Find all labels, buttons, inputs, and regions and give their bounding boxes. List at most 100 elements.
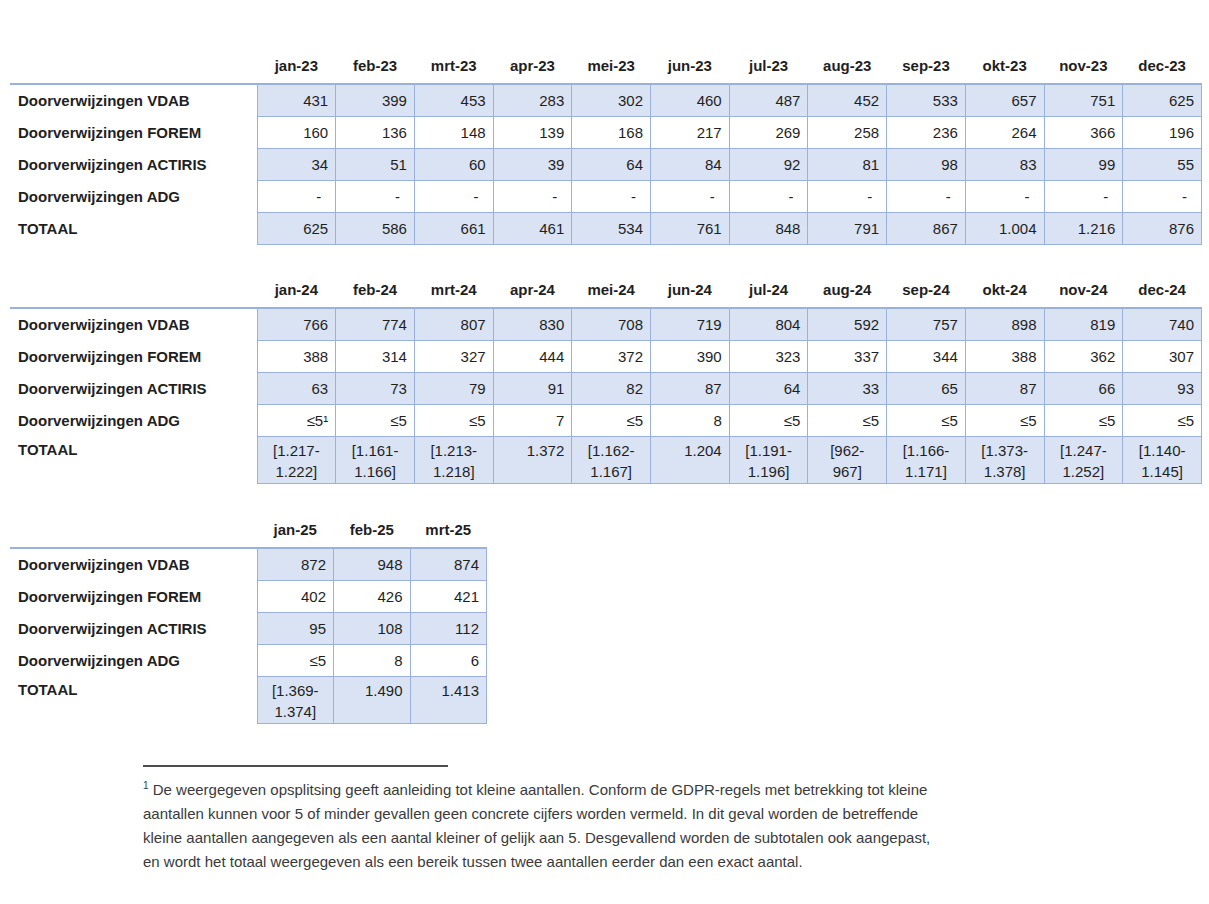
month-header: jun-23 xyxy=(651,48,730,84)
value-cell: 87 xyxy=(651,372,730,404)
month-header: jan-23 xyxy=(257,48,336,84)
value-cell: 81 xyxy=(808,148,887,180)
value-cell: 830 xyxy=(493,308,572,340)
value-cell: 7 xyxy=(493,404,572,436)
value-cell: 388 xyxy=(965,340,1044,372)
value-cell: 51 xyxy=(336,148,415,180)
value-cell: 63 xyxy=(257,372,336,404)
value-cell: 33 xyxy=(808,372,887,404)
month-header: sep-23 xyxy=(887,48,966,84)
value-cell: 92 xyxy=(729,148,808,180)
value-cell: 1.490 xyxy=(334,676,411,723)
value-cell: 87 xyxy=(965,372,1044,404)
value-cell: 112 xyxy=(410,612,487,644)
value-cell: 8 xyxy=(651,404,730,436)
value-cell: 73 xyxy=(336,372,415,404)
table-row: Doorverwijzingen VDAB7667748078307087198… xyxy=(10,308,1202,340)
value-cell: [1.162- 1.167] xyxy=(572,436,651,483)
value-cell: 719 xyxy=(651,308,730,340)
value-cell: 431 xyxy=(257,84,336,116)
value-cell: ≤5 xyxy=(1123,404,1202,436)
value-cell: 136 xyxy=(336,116,415,148)
value-cell: 399 xyxy=(336,84,415,116)
value-cell: 34 xyxy=(257,148,336,180)
table-row: Doorverwijzingen ACTIRIS6373799182876433… xyxy=(10,372,1202,404)
month-header: aug-24 xyxy=(808,272,887,308)
month-header-row: jan-23feb-23mrt-23apr-23mei-23jun-23jul-… xyxy=(10,48,1202,84)
table-row: TOTAAL[1.217- 1.222][1.161- 1.166][1.213… xyxy=(10,436,1202,483)
value-cell: ≤5 xyxy=(1044,404,1123,436)
value-cell: 1.372 xyxy=(493,436,572,483)
month-header-row: jan-25feb-25mrt-25 xyxy=(10,512,487,548)
value-cell: 757 xyxy=(887,308,966,340)
value-cell: 39 xyxy=(493,148,572,180)
value-cell: 460 xyxy=(651,84,730,116)
value-cell: ≤5 xyxy=(414,404,493,436)
month-header: mrt-23 xyxy=(414,48,493,84)
value-cell: 657 xyxy=(965,84,1044,116)
value-cell: ≤5 xyxy=(572,404,651,436)
value-cell: - xyxy=(1044,180,1123,212)
value-cell: 804 xyxy=(729,308,808,340)
value-cell: 766 xyxy=(257,308,336,340)
month-header: nov-24 xyxy=(1044,272,1123,308)
row-label: Doorverwijzingen FOREM xyxy=(10,580,257,612)
value-cell: [1.140- 1.145] xyxy=(1123,436,1202,483)
value-cell: - xyxy=(414,180,493,212)
value-cell: [1.217- 1.222] xyxy=(257,436,336,483)
month-header: apr-23 xyxy=(493,48,572,84)
value-cell: 79 xyxy=(414,372,493,404)
value-cell: 625 xyxy=(257,212,336,244)
value-cell: 60 xyxy=(414,148,493,180)
value-cell: 91 xyxy=(493,372,572,404)
month-header: jan-25 xyxy=(257,512,334,548)
value-cell: 534 xyxy=(572,212,651,244)
row-label-header-empty xyxy=(10,272,257,308)
table-row: Doorverwijzingen FOREM160136148139168217… xyxy=(10,116,1202,148)
row-label-header-empty xyxy=(10,48,257,84)
value-cell: 139 xyxy=(493,116,572,148)
value-cell: ≤5 xyxy=(965,404,1044,436)
value-cell: 95 xyxy=(257,612,334,644)
month-header: mrt-25 xyxy=(410,512,487,548)
table-row: Doorverwijzingen VDAB4313994532833024604… xyxy=(10,84,1202,116)
value-cell: 1.204 xyxy=(651,436,730,483)
value-cell: - xyxy=(336,180,415,212)
month-header: jul-24 xyxy=(729,272,808,308)
value-cell: 1.216 xyxy=(1044,212,1123,244)
value-cell: 283 xyxy=(493,84,572,116)
month-header: okt-24 xyxy=(965,272,1044,308)
month-header: jul-23 xyxy=(729,48,808,84)
month-header: mei-23 xyxy=(572,48,651,84)
value-cell: 302 xyxy=(572,84,651,116)
referrals-table-2025: jan-25feb-25mrt-25Doorverwijzingen VDAB8… xyxy=(10,512,487,724)
footnote-text: De weergegeven opsplitsing geeft aanleid… xyxy=(143,781,930,870)
value-cell: 876 xyxy=(1123,212,1202,244)
value-cell: 366 xyxy=(1044,116,1123,148)
table-row: TOTAAL6255866614615347618487918671.0041.… xyxy=(10,212,1202,244)
value-cell: 337 xyxy=(808,340,887,372)
month-header: sep-24 xyxy=(887,272,966,308)
value-cell: ≤5 xyxy=(257,644,334,676)
value-cell: 461 xyxy=(493,212,572,244)
value-cell: 6 xyxy=(410,644,487,676)
value-cell: 148 xyxy=(414,116,493,148)
value-cell: - xyxy=(887,180,966,212)
value-cell: 217 xyxy=(651,116,730,148)
value-cell: 898 xyxy=(965,308,1044,340)
value-cell: 236 xyxy=(887,116,966,148)
row-label: Doorverwijzingen FOREM xyxy=(10,340,257,372)
value-cell: 874 xyxy=(410,548,487,580)
value-cell: 592 xyxy=(808,308,887,340)
row-label: Doorverwijzingen VDAB xyxy=(10,308,257,340)
value-cell: 444 xyxy=(493,340,572,372)
footnote-separator-rule xyxy=(143,765,448,767)
referrals-table-2024: jan-24feb-24mrt-24apr-24mei-24jun-24jul-… xyxy=(10,272,1202,484)
value-cell: 453 xyxy=(414,84,493,116)
value-cell: [1.247- 1.252] xyxy=(1044,436,1123,483)
month-header-row: jan-24feb-24mrt-24apr-24mei-24jun-24jul-… xyxy=(10,272,1202,308)
value-cell: - xyxy=(1123,180,1202,212)
value-cell: 388 xyxy=(257,340,336,372)
value-cell: 625 xyxy=(1123,84,1202,116)
footnote: 1 De weergegeven opsplitsing geeft aanle… xyxy=(143,778,1123,874)
